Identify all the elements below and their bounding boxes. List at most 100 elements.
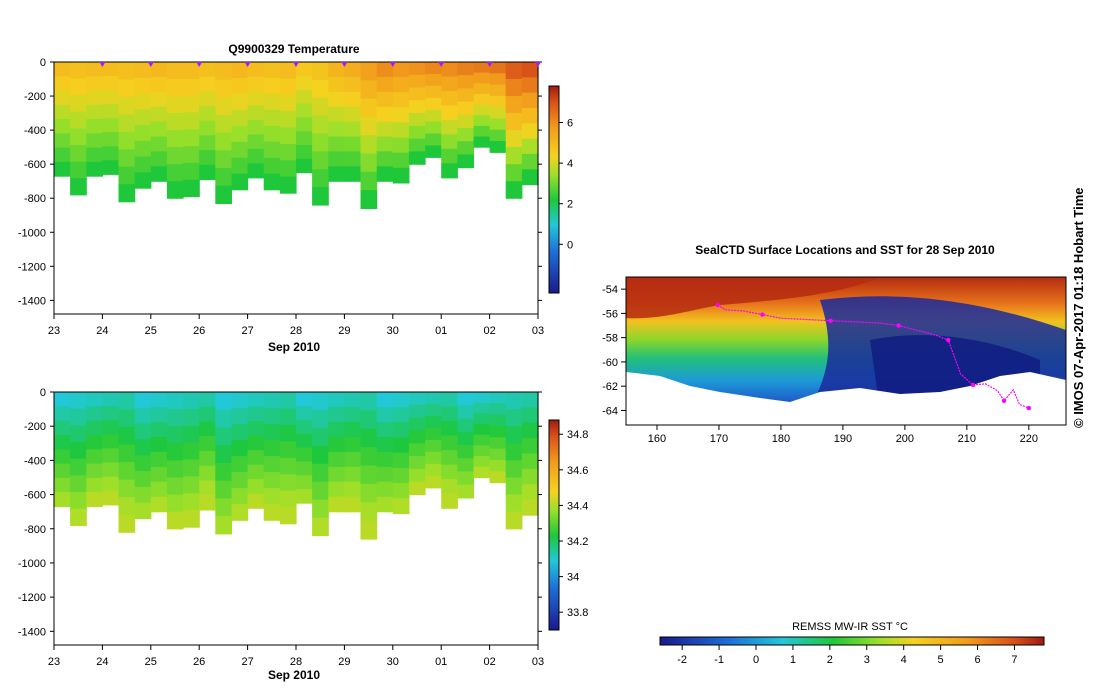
profile-cell	[150, 91, 168, 108]
x-tick-label: 28	[290, 325, 302, 337]
sst-colorbar: -2 -1 0 1 2 3 4 5 6 7	[659, 636, 1045, 666]
profile-cell	[166, 62, 184, 80]
profile-cell	[296, 392, 313, 407]
profile-cell	[279, 78, 297, 96]
profile-cell	[408, 100, 426, 114]
profile-cell	[150, 62, 168, 78]
profile-cell	[231, 173, 249, 191]
profile-cell	[521, 108, 539, 124]
profile-cell	[457, 154, 474, 169]
profile-cell	[521, 153, 539, 170]
profile-column	[215, 392, 232, 535]
profile-cell	[86, 435, 103, 450]
profile-cell	[86, 477, 103, 493]
profile-cell	[231, 109, 249, 127]
profile-cell	[457, 431, 474, 446]
profile-cell	[344, 151, 362, 167]
salinity-xlabel: Sep 2010	[268, 668, 320, 682]
profile-column	[199, 62, 216, 181]
profile-cell	[86, 62, 103, 77]
profile-cell	[489, 414, 507, 427]
y-tick-label: -1400	[18, 626, 46, 638]
profile-cell	[199, 76, 216, 92]
colorbar-tick-label: 34.6	[567, 465, 588, 477]
profile-cell	[392, 137, 410, 154]
profile-cell	[86, 449, 103, 465]
profile-cell	[247, 421, 265, 437]
profile-cell	[505, 147, 523, 165]
profile-cell	[441, 479, 458, 495]
profile-cell	[489, 403, 507, 416]
profile-cell	[392, 422, 410, 439]
profile-cell	[70, 408, 87, 426]
profile-cell	[279, 176, 297, 194]
profile-cell	[489, 73, 507, 86]
x-tick-label: 01	[435, 656, 447, 668]
profile-cell	[54, 161, 71, 177]
profile-cell	[231, 125, 249, 143]
x-tick-label: 23	[48, 656, 60, 668]
profile-cell	[505, 181, 523, 199]
profile-cell	[102, 146, 120, 161]
surface-marker	[438, 62, 445, 67]
profile-cell	[199, 480, 216, 496]
profile-cell	[425, 475, 442, 489]
profile-cell	[102, 448, 120, 464]
profile-cell	[425, 121, 442, 135]
profile-cell	[215, 168, 232, 187]
profile-column	[441, 62, 458, 179]
profile-cell	[54, 119, 71, 134]
profile-cell	[150, 106, 168, 123]
profile-column	[360, 392, 378, 540]
profile-cell	[150, 136, 168, 152]
profile-cell	[54, 492, 71, 508]
map-y-tick-label: -64	[602, 405, 618, 417]
profile-cell	[166, 494, 184, 513]
profile-column	[86, 62, 103, 177]
profile-cell	[263, 93, 281, 111]
sst-colorbar-tick-label: -2	[677, 654, 687, 666]
x-tick-label: 26	[193, 325, 205, 337]
profile-cell	[521, 62, 539, 78]
profile-cell	[344, 481, 362, 498]
profile-cell	[408, 87, 426, 101]
profile-cell	[166, 460, 184, 479]
profile-cell	[54, 392, 71, 407]
profile-cell	[134, 62, 152, 79]
profile-cell	[489, 95, 507, 108]
profile-cell	[150, 451, 168, 468]
y-tick-label: -400	[24, 125, 46, 137]
profile-cell	[263, 488, 281, 505]
profile-cell	[102, 490, 120, 506]
track-point	[946, 337, 951, 343]
profile-cell	[70, 145, 87, 163]
profile-cell	[54, 449, 71, 465]
surface-marker	[389, 62, 396, 67]
profile-cell	[360, 153, 378, 173]
profile-cell	[279, 160, 297, 178]
profile-cell	[505, 426, 523, 444]
profile-cell	[166, 113, 184, 131]
profile-cell	[521, 484, 539, 501]
profile-cell	[134, 407, 152, 425]
profile-cell	[166, 79, 184, 97]
profile-cell	[521, 138, 539, 155]
profile-cell	[102, 462, 120, 478]
profile-cell	[150, 407, 168, 423]
profile-cell	[457, 101, 474, 116]
profile-cell	[521, 453, 539, 470]
profile-cell	[183, 112, 200, 130]
profile-column	[328, 392, 345, 513]
profile-cell	[296, 117, 313, 132]
profile-cell	[312, 133, 329, 152]
track-point	[1001, 398, 1007, 403]
temperature-panel-title: Q9900329 Temperature	[228, 42, 360, 56]
x-tick-label: 03	[532, 656, 544, 668]
profile-cell	[441, 435, 458, 451]
profile-cell	[279, 62, 297, 79]
x-tick-label: 26	[193, 656, 205, 668]
profile-cell	[425, 439, 442, 453]
profile-cell	[199, 91, 216, 107]
profile-cell	[360, 98, 378, 118]
profile-cell	[199, 392, 216, 408]
